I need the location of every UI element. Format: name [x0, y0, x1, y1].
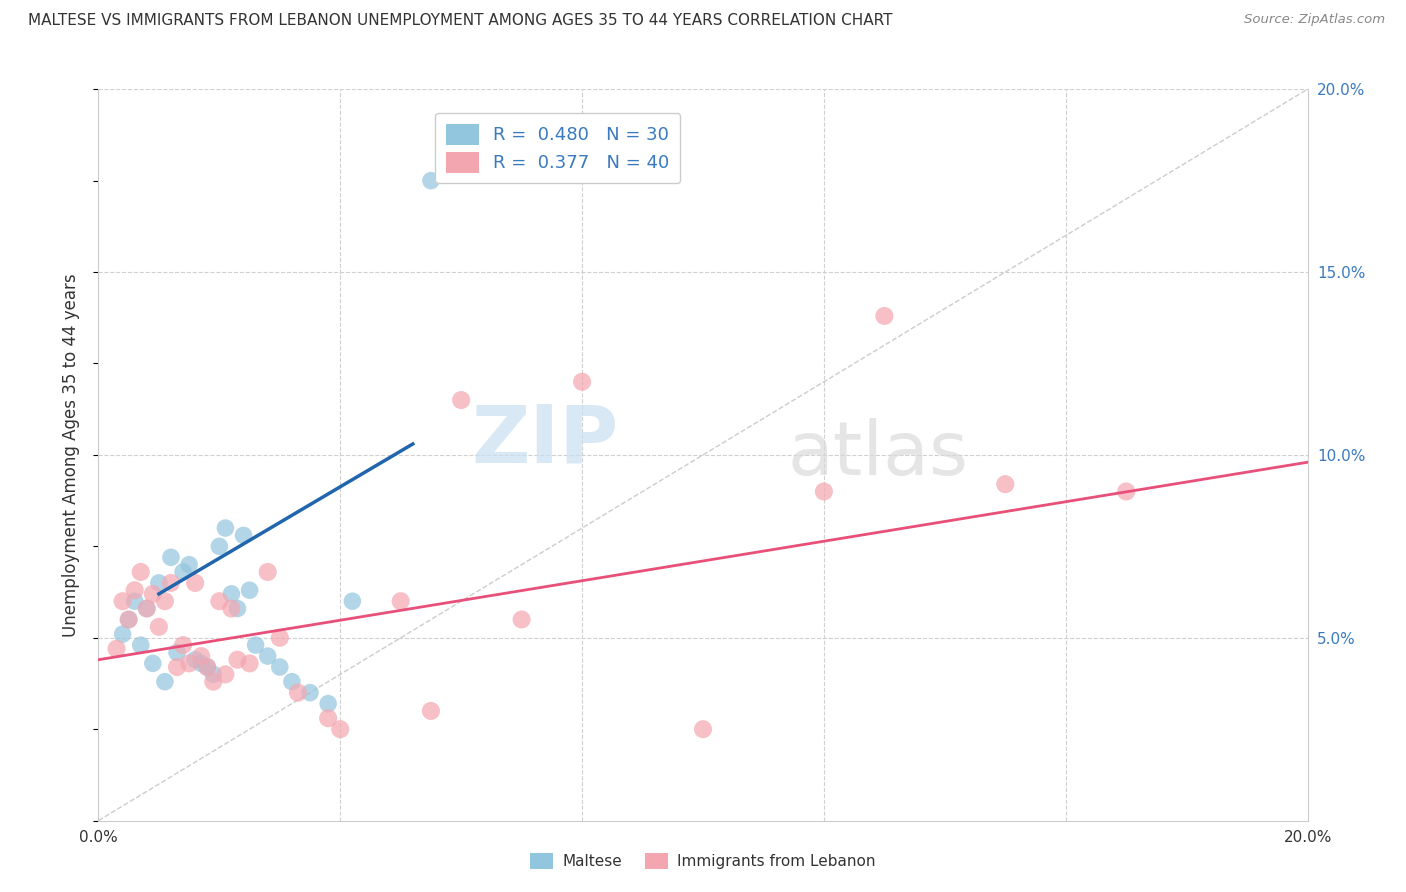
Point [226, 653, 249, 667]
Point [256, 649, 278, 664]
Point [342, 594, 364, 608]
Point [129, 638, 152, 652]
Y-axis label: Unemployment Among Ages 35 to 44 years: Unemployment Among Ages 35 to 44 years [62, 273, 80, 637]
Point [118, 613, 141, 627]
Point [245, 638, 267, 652]
Text: ZIP: ZIP [471, 401, 619, 479]
Point [420, 704, 443, 718]
Point [1115, 484, 1137, 499]
Point [287, 685, 309, 699]
Point [160, 576, 183, 591]
Point [190, 649, 212, 664]
Point [316, 711, 339, 725]
Point [184, 576, 207, 591]
Point [124, 594, 146, 608]
Point [420, 174, 443, 188]
Point [160, 550, 183, 565]
Point [281, 674, 304, 689]
Point [166, 645, 188, 659]
Point [202, 667, 225, 681]
Point [269, 660, 291, 674]
Point [195, 660, 218, 674]
Point [184, 653, 207, 667]
Point [221, 601, 243, 615]
Text: MALTESE VS IMMIGRANTS FROM LEBANON UNEMPLOYMENT AMONG AGES 35 TO 44 YEARS CORREL: MALTESE VS IMMIGRANTS FROM LEBANON UNEMP… [28, 13, 893, 29]
Point [148, 620, 170, 634]
Point [510, 613, 533, 627]
Point [111, 627, 134, 641]
Point [172, 638, 194, 652]
Point [299, 685, 322, 699]
Point [239, 583, 262, 598]
Point [172, 565, 194, 579]
Point [142, 587, 165, 601]
Point [221, 587, 243, 601]
Point [208, 539, 231, 553]
Point [316, 697, 339, 711]
Text: Source: ZipAtlas.com: Source: ZipAtlas.com [1244, 13, 1385, 27]
Point [135, 601, 157, 615]
Point [813, 484, 835, 499]
Point [329, 723, 352, 737]
Point [450, 392, 472, 407]
Point [118, 613, 141, 627]
Point [195, 660, 218, 674]
Point [214, 521, 236, 535]
Point [153, 674, 176, 689]
Point [129, 565, 152, 579]
Point [256, 565, 278, 579]
Point [389, 594, 412, 608]
Point [166, 660, 188, 674]
Point [214, 667, 236, 681]
Point [153, 594, 176, 608]
Legend: Maltese, Immigrants from Lebanon: Maltese, Immigrants from Lebanon [524, 847, 882, 875]
Point [269, 631, 291, 645]
Point [111, 594, 134, 608]
Point [105, 641, 128, 656]
Point [202, 674, 225, 689]
Point [692, 723, 714, 737]
Point [226, 601, 249, 615]
Text: atlas: atlas [787, 418, 969, 491]
Point [994, 477, 1017, 491]
Legend: R =  0.480   N = 30, R =  0.377   N = 40: R = 0.480 N = 30, R = 0.377 N = 40 [436, 113, 681, 184]
Point [179, 657, 201, 671]
Point [208, 594, 231, 608]
Point [179, 558, 201, 572]
Point [190, 657, 212, 671]
Point [239, 657, 262, 671]
Point [232, 528, 254, 542]
Point [135, 601, 157, 615]
Point [873, 309, 896, 323]
Point [142, 657, 165, 671]
Point [148, 576, 170, 591]
Point [124, 583, 146, 598]
Point [571, 375, 593, 389]
